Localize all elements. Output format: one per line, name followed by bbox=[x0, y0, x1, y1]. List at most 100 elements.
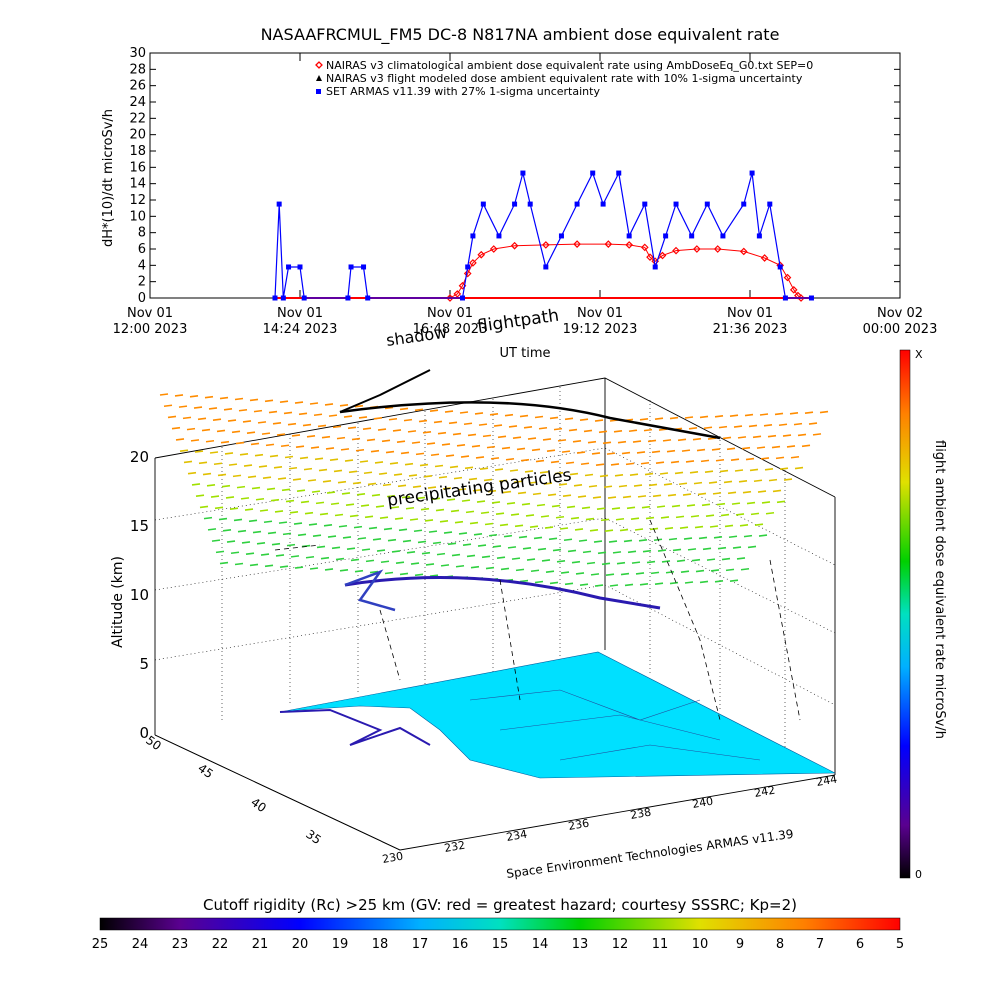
particle-mark bbox=[579, 418, 589, 421]
particle-mark bbox=[405, 506, 415, 510]
particle-mark bbox=[592, 496, 602, 499]
particle-mark bbox=[545, 570, 555, 573]
particle-mark bbox=[235, 441, 245, 445]
particle-mark bbox=[671, 504, 681, 508]
particle-mark bbox=[535, 459, 545, 463]
lat-tick-label: 40 bbox=[248, 795, 269, 815]
particle-mark bbox=[231, 430, 241, 434]
particle-mark bbox=[174, 394, 184, 397]
particle-mark bbox=[704, 470, 714, 473]
particle-mark bbox=[686, 504, 696, 507]
particle-mark bbox=[790, 455, 800, 459]
particle-mark bbox=[700, 459, 710, 463]
dose-colorbar bbox=[899, 349, 911, 879]
particle-mark bbox=[482, 434, 492, 438]
x-tick-label-date: Nov 01 bbox=[127, 306, 173, 321]
data-point-armas bbox=[348, 264, 354, 270]
particle-mark bbox=[219, 396, 229, 400]
particle-mark bbox=[555, 515, 565, 519]
rigidity-tick-label: 18 bbox=[372, 937, 389, 952]
particle-mark bbox=[347, 426, 357, 430]
particle-mark bbox=[525, 514, 535, 517]
particle-mark bbox=[335, 557, 345, 561]
particle-mark bbox=[491, 501, 501, 504]
data-point-armas bbox=[460, 295, 465, 301]
particle-mark bbox=[736, 557, 746, 560]
flight-track-segment bbox=[344, 569, 396, 612]
particle-mark bbox=[733, 425, 743, 428]
particle-mark bbox=[738, 480, 748, 483]
particle-mark bbox=[626, 506, 636, 510]
particle-mark bbox=[819, 410, 829, 414]
rigidity-title: Cutoff rigidity (Rc) >25 km (GV: red = g… bbox=[203, 896, 797, 914]
data-point-armas bbox=[301, 295, 307, 301]
particle-mark bbox=[381, 439, 391, 443]
data-point-armas bbox=[280, 295, 286, 301]
particle-mark bbox=[370, 449, 380, 453]
particle-mark bbox=[319, 512, 329, 516]
particle-mark bbox=[194, 450, 204, 453]
particle-mark bbox=[246, 431, 256, 435]
particle-mark bbox=[365, 559, 375, 563]
data-point-nairas bbox=[510, 241, 519, 250]
y-axis-label: dH*(10)/dt microSv/h bbox=[101, 109, 116, 247]
y-tick-label: 8 bbox=[138, 226, 146, 241]
particle-mark bbox=[362, 427, 372, 430]
particle-mark bbox=[699, 415, 709, 419]
particle-mark bbox=[756, 446, 766, 449]
rigidity-tick-label: 10 bbox=[692, 937, 709, 952]
lat-axis-line bbox=[154, 734, 401, 851]
particle-mark bbox=[771, 445, 781, 449]
particle-mark bbox=[632, 440, 642, 443]
particle-mark bbox=[264, 564, 274, 568]
particle-mark bbox=[310, 446, 320, 449]
particle-mark bbox=[353, 525, 363, 529]
particle-mark bbox=[498, 479, 508, 483]
particle-mark bbox=[244, 508, 254, 511]
particle-mark bbox=[657, 549, 667, 552]
particle-mark bbox=[693, 481, 703, 485]
particle-mark bbox=[336, 436, 346, 440]
particle-mark bbox=[226, 540, 236, 543]
particle-mark bbox=[422, 430, 432, 434]
particle-mark bbox=[358, 416, 368, 419]
particle-mark bbox=[530, 569, 540, 573]
particle-mark bbox=[371, 493, 381, 497]
particle-mark bbox=[186, 427, 196, 431]
particle-mark bbox=[460, 455, 470, 458]
particle-mark bbox=[285, 499, 295, 503]
rigidity-tick-label: 17 bbox=[412, 937, 429, 952]
particle-mark bbox=[710, 569, 720, 572]
particle-mark bbox=[474, 412, 484, 415]
particle-mark bbox=[437, 431, 447, 435]
particle-mark bbox=[414, 573, 424, 577]
particle-mark bbox=[655, 461, 665, 464]
particle-mark bbox=[273, 466, 283, 469]
particle-mark bbox=[705, 514, 715, 517]
particle-mark bbox=[263, 520, 273, 524]
longitude-ticks: 230 232 234 236 238 240 242 244 bbox=[381, 773, 838, 866]
particle-mark bbox=[523, 426, 533, 429]
particle-mark bbox=[388, 417, 398, 421]
particle-mark bbox=[430, 453, 440, 457]
particle-mark bbox=[386, 494, 396, 498]
particle-mark bbox=[619, 528, 629, 532]
particle-mark bbox=[420, 507, 430, 511]
particle-mark bbox=[399, 572, 409, 576]
particle-mark bbox=[255, 497, 265, 501]
particle-mark bbox=[591, 452, 601, 455]
rigidity-tick-label: 25 bbox=[92, 937, 109, 952]
particle-mark bbox=[253, 409, 263, 413]
y-tick-label: 12 bbox=[129, 193, 146, 208]
particle-mark bbox=[316, 545, 326, 549]
particle-mark bbox=[503, 534, 513, 538]
particle-mark bbox=[400, 451, 410, 455]
particle-mark bbox=[621, 451, 631, 455]
particle-mark bbox=[245, 552, 255, 555]
particle-mark bbox=[695, 569, 705, 573]
particle-mark bbox=[222, 528, 232, 532]
particle-mark bbox=[434, 464, 444, 468]
particle-mark bbox=[380, 560, 390, 564]
particle-mark bbox=[520, 458, 530, 462]
